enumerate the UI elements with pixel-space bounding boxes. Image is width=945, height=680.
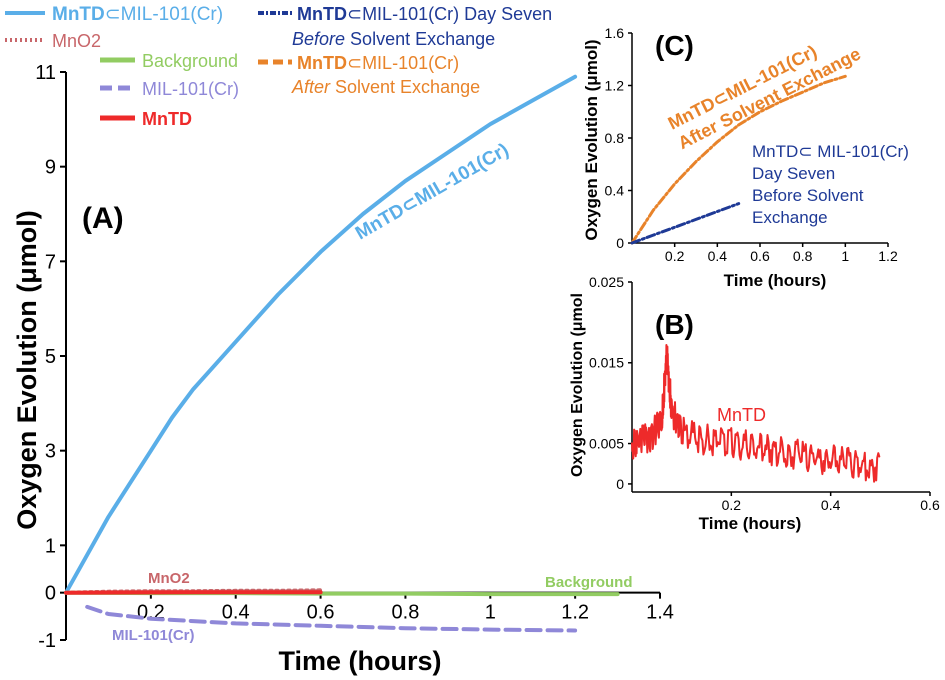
panel-b: (B) Time (hours) Oxygen Evolution (μmol … bbox=[569, 274, 940, 533]
axes: 0 0.4 0.8 1.2 1.6 0.2 0.4 0.6 0.8 1 1.2 bbox=[605, 25, 898, 264]
series-line bbox=[85, 604, 578, 633]
legend-label-line2: Before Solvent Exchange bbox=[292, 29, 495, 49]
panel-c: (C) Time (hours) Oxygen Evolution (μmol)… bbox=[582, 24, 909, 290]
y-tick-label: 1 bbox=[45, 535, 56, 557]
annotation-mntd: MnTD bbox=[717, 405, 766, 425]
series-line bbox=[630, 202, 741, 245]
panel-label: (A) bbox=[82, 202, 124, 235]
x-tick-label: 1 bbox=[841, 248, 849, 264]
annotation-line: Day Seven bbox=[752, 164, 835, 183]
x-tick-label: 0.6 bbox=[307, 602, 335, 624]
annotation-line: MnTD⊂MIL-101(Cr) bbox=[352, 140, 512, 245]
annotation-mil101: MIL-101(Cr) bbox=[112, 627, 195, 644]
x-tick-label: 0.4 bbox=[222, 602, 250, 624]
panel-label: (C) bbox=[655, 30, 694, 61]
legend-entry-day-seven: MnTD⊂MIL-101(Cr) Day Seven Before Solven… bbox=[258, 4, 552, 49]
x-tick-label: 0.4 bbox=[708, 248, 728, 264]
annotation-mntd-mil: MnTD⊂MIL-101(Cr) bbox=[352, 140, 512, 245]
legend-entry-after: MnTD⊂MIL-101(Cr) After Solvent Exchange bbox=[258, 53, 480, 97]
legend-entry-mil101: MIL-101(Cr) bbox=[100, 79, 239, 99]
y-tick-label: 0.4 bbox=[605, 182, 625, 198]
y-tick-label: 3 bbox=[45, 441, 56, 463]
legend-entry-mntd-mil: MnTD⊂MIL-101(Cr) bbox=[5, 4, 223, 25]
series-line bbox=[631, 344, 881, 483]
x-tick-label: 0.6 bbox=[920, 497, 940, 513]
annotations: MnTD⊂MIL-101(Cr)After Solvent ExchangeMn… bbox=[665, 24, 909, 227]
annotation-line: Before Solvent bbox=[752, 186, 864, 205]
annotation-line: MnTD⊂ MIL-101(Cr) bbox=[752, 142, 909, 161]
x-axis-title: Time (hours) bbox=[699, 514, 802, 533]
x-tick-label: 0.2 bbox=[722, 497, 742, 513]
y-tick-label: 5 bbox=[45, 346, 56, 368]
legend-label: MnTD⊂MIL-101(Cr) bbox=[52, 4, 223, 25]
series-group bbox=[631, 344, 881, 483]
x-tick-label: 0.8 bbox=[392, 602, 420, 624]
x-tick-label: 1.4 bbox=[646, 602, 674, 624]
annotation-line: MIL-101(Cr) bbox=[112, 627, 195, 644]
series-group bbox=[64, 74, 620, 633]
series-line bbox=[630, 74, 847, 245]
legend: MnTD⊂MIL-101(Cr) MnO2 Background MIL-101… bbox=[5, 4, 552, 129]
y-tick-label: 0.015 bbox=[589, 355, 624, 371]
y-tick-label: 0 bbox=[45, 583, 56, 605]
x-tick-label: 0.2 bbox=[665, 248, 685, 264]
y-axis-title: Oxygen Evolution (μmol) bbox=[582, 39, 601, 240]
axes: 0 0.005 0.015 0.025 0.2 0.4 0.6 bbox=[589, 274, 940, 513]
x-tick-label: 0.6 bbox=[750, 248, 770, 264]
legend-entry-mno2: MnO2 bbox=[5, 31, 101, 51]
legend-label: MnO2 bbox=[52, 31, 101, 51]
y-tick-label: 11 bbox=[35, 62, 56, 84]
annotation-line: MnTD bbox=[717, 405, 766, 425]
annotation-before: MnTD⊂ MIL-101(Cr) Day Seven Before Solvent… bbox=[752, 142, 909, 227]
annotation-mno2: MnO2 bbox=[148, 570, 190, 587]
legend-label-line2: After Solvent Exchange bbox=[291, 77, 480, 97]
x-tick-label: 1.2 bbox=[561, 602, 589, 624]
series-group bbox=[630, 74, 847, 245]
y-tick-label: 1.2 bbox=[605, 77, 625, 93]
y-tick-label: 0 bbox=[616, 235, 624, 251]
x-axis-title: Time (hours) bbox=[724, 271, 827, 290]
annotation-line: Exchange bbox=[752, 208, 828, 227]
x-tick-label: 1 bbox=[485, 602, 496, 624]
x-tick-label: 1.2 bbox=[878, 248, 898, 264]
annotation-line: Background bbox=[545, 574, 633, 591]
x-tick-label: 0.8 bbox=[793, 248, 813, 264]
y-tick-label: -1 bbox=[38, 630, 56, 652]
series-line bbox=[64, 590, 323, 595]
y-tick-label: 7 bbox=[45, 251, 56, 273]
legend-label: Background bbox=[142, 51, 238, 71]
y-axis-title: Oxygen Evolution (μmol bbox=[569, 293, 586, 477]
legend-label: MIL-101(Cr) bbox=[142, 79, 239, 99]
series-line bbox=[64, 74, 578, 595]
legend-label: MnTD bbox=[142, 109, 192, 129]
annotation-after: MnTD⊂MIL-101(Cr)After Solvent Exchange bbox=[665, 24, 864, 153]
legend-entry-mntd: MnTD bbox=[100, 109, 192, 129]
y-tick-label: 0.025 bbox=[589, 274, 624, 290]
y-tick-label: 0.005 bbox=[589, 435, 624, 451]
legend-entry-background: Background bbox=[100, 51, 238, 71]
y-tick-label: 9 bbox=[45, 157, 56, 179]
annotation-line: MnO2 bbox=[148, 570, 190, 587]
panel-a: (A) Time (hours) Oxygen Evolution (μmol)… bbox=[12, 62, 674, 676]
legend-label: MnTD⊂MIL-101(Cr) Day Seven bbox=[297, 4, 552, 24]
legend-label: MnTD⊂MIL-101(Cr) bbox=[297, 53, 459, 73]
annotations: MnTD bbox=[717, 405, 766, 425]
y-tick-label: 0.8 bbox=[605, 130, 625, 146]
y-tick-label: 0 bbox=[616, 476, 624, 492]
x-axis-title: Time (hours) bbox=[278, 646, 441, 676]
panel-label: (B) bbox=[655, 309, 694, 340]
y-tick-label: 1.6 bbox=[605, 25, 625, 41]
x-tick-label: 0.4 bbox=[821, 497, 841, 513]
y-axis-title: Oxygen Evolution (μmol) bbox=[12, 210, 42, 530]
annotation-background: Background bbox=[545, 574, 633, 591]
